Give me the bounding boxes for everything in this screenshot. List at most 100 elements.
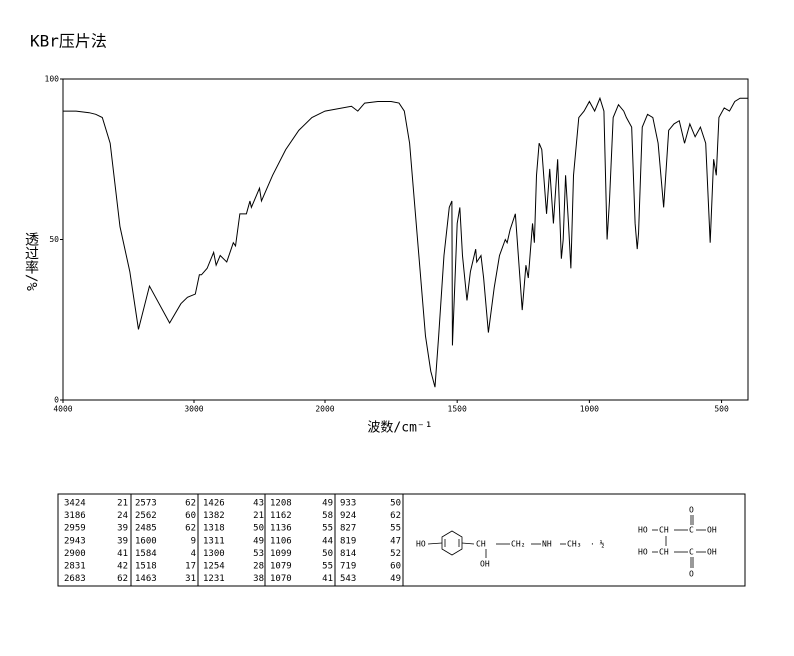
table-cell: 1070 bbox=[270, 574, 292, 584]
table-cell: 62 bbox=[185, 524, 196, 534]
table-dividers bbox=[130, 494, 404, 586]
x-tick-label: 2000 bbox=[315, 405, 334, 414]
table-cell: 924 bbox=[340, 511, 356, 521]
table-cell: 2959 bbox=[64, 524, 86, 534]
atom-label: HO bbox=[638, 526, 648, 535]
table-cell: 1162 bbox=[270, 511, 292, 521]
table-cell: 28 bbox=[253, 562, 264, 572]
table-cell: 2900 bbox=[64, 549, 86, 559]
table-cell: 31 bbox=[185, 574, 196, 584]
table-cell: 2683 bbox=[64, 574, 86, 584]
table-cell: 39 bbox=[117, 536, 128, 546]
table-cell: 719 bbox=[340, 562, 356, 572]
table-cell: 21 bbox=[253, 511, 264, 521]
title: KBr压片法 bbox=[30, 32, 107, 51]
table-cell: 1311 bbox=[203, 536, 225, 546]
table-cell: 62 bbox=[185, 499, 196, 509]
table-cell: 3424 bbox=[64, 499, 86, 509]
table-cell: 1463 bbox=[135, 574, 157, 584]
table-cell: 1099 bbox=[270, 549, 292, 559]
table-cell: 42 bbox=[117, 562, 128, 572]
table-cell: 62 bbox=[117, 574, 128, 584]
table-cell: 62 bbox=[390, 511, 401, 521]
atom-label: CH bbox=[476, 540, 486, 549]
y-tick-label: 50 bbox=[49, 235, 59, 244]
table-cell: 9 bbox=[191, 536, 196, 546]
table-cell: 52 bbox=[390, 549, 401, 559]
table-cell: 38 bbox=[253, 574, 264, 584]
table-cell: 1584 bbox=[135, 549, 157, 559]
atom-label: · ½ bbox=[590, 539, 605, 549]
table-cell: 41 bbox=[322, 574, 333, 584]
table-cell: 17 bbox=[185, 562, 196, 572]
table-cell: 1106 bbox=[270, 536, 292, 546]
table-cell: 44 bbox=[322, 536, 333, 546]
table-cell: 21 bbox=[117, 499, 128, 509]
table-cell: 58 bbox=[322, 511, 333, 521]
table-cell: 1300 bbox=[203, 549, 225, 559]
table-cell: 827 bbox=[340, 524, 356, 534]
table-cell: 819 bbox=[340, 536, 356, 546]
y-tick-label: 0 bbox=[54, 396, 59, 405]
table-cell: 39 bbox=[117, 524, 128, 534]
table-cell: 2485 bbox=[135, 524, 157, 534]
x-tick-label: 3000 bbox=[184, 405, 203, 414]
atom-label: CH bbox=[659, 548, 669, 557]
table-cell: 60 bbox=[185, 511, 196, 521]
table-cell: 43 bbox=[253, 499, 264, 509]
table-cell: 50 bbox=[253, 524, 264, 534]
atom-label: OH bbox=[707, 548, 717, 557]
x-tick-label: 500 bbox=[714, 405, 729, 414]
table-cell: 933 bbox=[340, 499, 356, 509]
table-cell: 49 bbox=[390, 574, 401, 584]
table-cell: 53 bbox=[253, 549, 264, 559]
table-cell: 1254 bbox=[203, 562, 225, 572]
table-cell: 55 bbox=[322, 562, 333, 572]
table-cell: 1518 bbox=[135, 562, 157, 572]
atom-label: HO bbox=[638, 548, 648, 557]
y-tick-label: 100 bbox=[45, 75, 60, 84]
table-cell: 55 bbox=[322, 524, 333, 534]
table-cell: 814 bbox=[340, 549, 356, 559]
table-cell: 2831 bbox=[64, 562, 86, 572]
spectrum-line bbox=[63, 96, 748, 388]
table-cell: 4 bbox=[191, 549, 196, 559]
x-axis-label: 波数/cm⁻¹ bbox=[367, 421, 432, 436]
atom-label: O bbox=[689, 570, 694, 579]
table-cell: 47 bbox=[390, 536, 401, 546]
table-frame bbox=[57, 493, 746, 587]
table-cell: 1318 bbox=[203, 524, 225, 534]
table-cell: 60 bbox=[390, 562, 401, 572]
x-tick-label: 1000 bbox=[580, 405, 599, 414]
atom-label: C bbox=[689, 526, 694, 535]
table-cell: 50 bbox=[322, 549, 333, 559]
atom-label: CH bbox=[659, 526, 669, 535]
structure-labels: HO CH OH CH₂ NH CH₃ · ½ HO CH C OH O HO … bbox=[416, 506, 717, 579]
table-cell: 24 bbox=[117, 511, 128, 521]
y-axis-label: 透过率/% bbox=[23, 232, 39, 291]
atom-label: CH₂ bbox=[511, 540, 525, 549]
table-cell: 2573 bbox=[135, 499, 157, 509]
atom-label: OH bbox=[707, 526, 717, 535]
table-cell: 49 bbox=[253, 536, 264, 546]
table-cell: 55 bbox=[390, 524, 401, 534]
x-tick-label: 1500 bbox=[448, 405, 467, 414]
table-cell: 49 bbox=[322, 499, 333, 509]
table-cell: 2562 bbox=[135, 511, 157, 521]
table-cell: 1079 bbox=[270, 562, 292, 572]
table-cell: 41 bbox=[117, 549, 128, 559]
atom-label: HO bbox=[416, 540, 426, 549]
table-cell: 2943 bbox=[64, 536, 86, 546]
atom-label: OH bbox=[480, 560, 490, 569]
table-cell: 1426 bbox=[203, 499, 225, 509]
table-cell: 1382 bbox=[203, 511, 225, 521]
table-cell: 1136 bbox=[270, 524, 292, 534]
atom-label: C bbox=[689, 548, 694, 557]
table-cell: 1231 bbox=[203, 574, 225, 584]
structure-bonds bbox=[427, 515, 706, 568]
table-cell: 543 bbox=[340, 574, 356, 584]
table-cell: 1600 bbox=[135, 536, 157, 546]
atom-label: CH₃ bbox=[567, 540, 581, 549]
